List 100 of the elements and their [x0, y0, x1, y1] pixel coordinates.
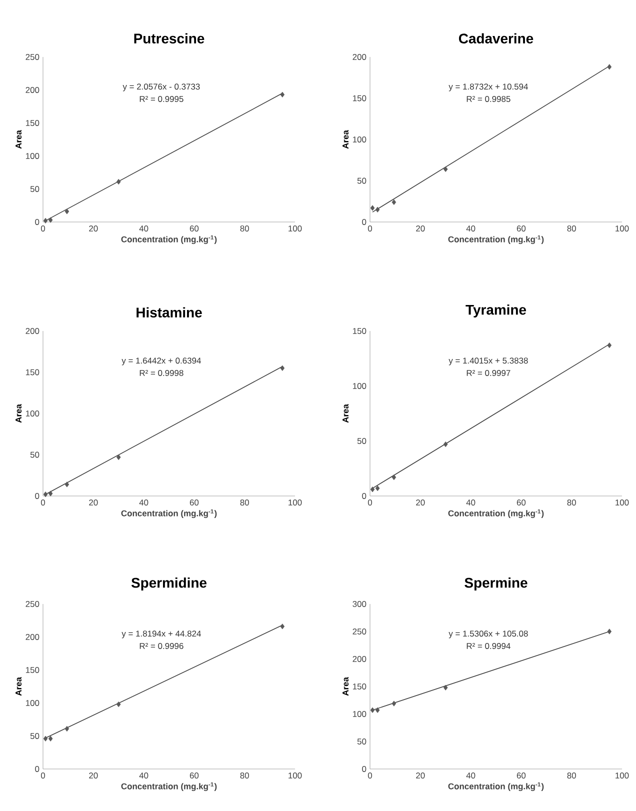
- point: [443, 684, 448, 690]
- x-tick-label: 60: [516, 772, 526, 778]
- y-tick-label: 150: [26, 369, 40, 376]
- x-tick-label: 40: [139, 226, 148, 232]
- y-tick-label: 0: [35, 218, 40, 225]
- point: [607, 628, 612, 634]
- chart-title: Spermidine: [131, 577, 207, 590]
- y-tick-label: 100: [352, 383, 366, 389]
- x-tick-label: 100: [288, 500, 302, 506]
- annotation: R² = 0.9997: [466, 370, 510, 376]
- y-axis-title: Area: [16, 404, 22, 423]
- x-tick-label: 60: [190, 226, 199, 232]
- x-tick-label: 40: [466, 226, 476, 232]
- point: [392, 700, 396, 706]
- x-tick-label: 40: [139, 500, 148, 506]
- x-tick-label: 20: [89, 772, 98, 778]
- point: [443, 166, 448, 172]
- x-tick-label: 20: [416, 772, 425, 778]
- y-tick-label: 150: [352, 95, 366, 102]
- y-tick-label: 200: [26, 328, 40, 334]
- point: [443, 441, 448, 448]
- point: [370, 205, 375, 211]
- y-tick-label: 200: [352, 54, 366, 60]
- x-tick-label: 40: [466, 772, 476, 778]
- annotation: y = 1.8732x + 10.594: [448, 84, 528, 92]
- y-tick-label: 200: [26, 87, 40, 93]
- x-axis-title: Concentration (mg.kg$^{-1}$): [121, 235, 217, 244]
- y-tick-label: 0: [362, 766, 366, 772]
- x-tick-label: 60: [190, 500, 199, 506]
- point: [370, 707, 375, 713]
- x-tick-label: 100: [616, 772, 629, 778]
- y-tick-label: 0: [362, 493, 366, 499]
- point: [375, 707, 380, 713]
- y-tick-label: 150: [26, 120, 40, 126]
- point: [392, 199, 396, 205]
- y-tick-label: 0: [362, 218, 366, 225]
- annotation: R² = 0.9996: [140, 642, 184, 649]
- x-tick-label: 0: [40, 772, 46, 778]
- x-tick-label: 20: [89, 226, 98, 232]
- x-tick-label: 80: [240, 500, 249, 506]
- y-tick-label: 50: [357, 178, 366, 184]
- point: [280, 624, 285, 630]
- point: [64, 208, 70, 214]
- x-tick-label: 80: [240, 226, 249, 232]
- x-tick-label: 60: [190, 772, 199, 778]
- x-tick-label: 0: [40, 226, 46, 232]
- y-tick-label: 0: [35, 766, 40, 772]
- y-tick-label: 50: [357, 738, 366, 744]
- point: [116, 454, 121, 460]
- x-tick-label: 100: [288, 772, 302, 778]
- x-tick-label: 40: [139, 772, 148, 778]
- annotation: R² = 0.9994: [466, 642, 510, 649]
- y-tick-label: 50: [357, 438, 366, 444]
- point: [280, 92, 285, 98]
- chart-title: Tyramine: [466, 304, 526, 318]
- point: [375, 206, 380, 212]
- y-tick-label: 200: [26, 634, 40, 640]
- y-tick-label: 100: [26, 700, 40, 706]
- y-tick-label: 100: [26, 410, 40, 416]
- point: [48, 736, 53, 742]
- point: [116, 702, 121, 708]
- y-tick-label: 250: [26, 601, 40, 607]
- y-axis-title: Area: [342, 677, 349, 696]
- y-tick-label: 100: [26, 153, 40, 159]
- y-tick-label: 100: [352, 136, 366, 142]
- point: [48, 490, 53, 496]
- point: [607, 64, 612, 70]
- y-tick-label: 100: [352, 711, 366, 717]
- x-tick-label: 0: [40, 500, 46, 506]
- annotation: y = 1.6442x + 0.6394: [122, 358, 201, 366]
- x-tick-label: 20: [416, 226, 425, 232]
- x-axis-title: Concentration (mg.kg$^{-1}$): [448, 509, 544, 518]
- y-tick-label: 50: [30, 186, 40, 192]
- point: [280, 365, 285, 371]
- y-tick-label: 200: [352, 656, 366, 662]
- chart-title: Histamine: [136, 307, 202, 318]
- x-tick-label: 0: [368, 772, 372, 778]
- y-tick-label: 250: [26, 54, 40, 60]
- x-tick-label: 40: [466, 500, 476, 506]
- point: [370, 486, 375, 492]
- x-tick-label: 20: [416, 500, 425, 506]
- point: [607, 342, 612, 348]
- annotation: y = 1.8194x + 44.824: [122, 630, 201, 638]
- x-tick-label: 100: [616, 226, 629, 232]
- y-tick-label: 50: [30, 452, 40, 458]
- y-axis-title: Area: [16, 677, 22, 696]
- x-tick-label: 0: [368, 226, 372, 232]
- y-tick-label: 150: [26, 667, 40, 673]
- chart-title: Cadaverine: [458, 33, 534, 44]
- x-axis-title: Concentration (mg.kg$^{-1}$): [121, 782, 217, 792]
- x-axis-title: Concentration (mg.kg$^{-1}$): [121, 509, 217, 518]
- point: [43, 736, 48, 742]
- y-tick-label: 250: [352, 628, 366, 634]
- x-tick-label: 80: [567, 226, 576, 232]
- point: [64, 726, 70, 732]
- x-axis-title: Concentration (mg.kg$^{-1}$): [448, 782, 544, 792]
- point: [43, 218, 48, 224]
- y-tick-label: 50: [30, 733, 40, 739]
- annotation: R² = 0.9995: [140, 96, 184, 102]
- y-tick-label: 150: [352, 328, 366, 334]
